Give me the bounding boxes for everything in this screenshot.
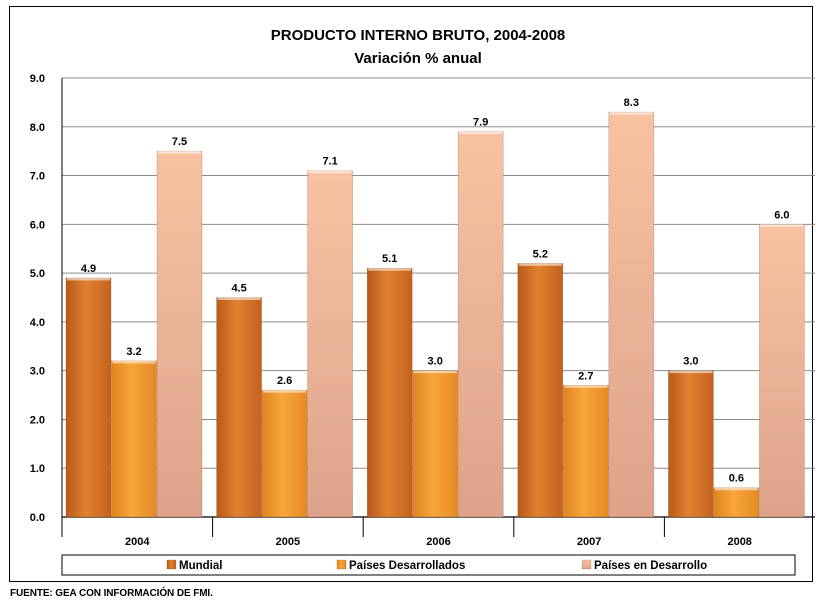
y-tick-label: 3.0 (30, 366, 45, 378)
bar (156, 150, 203, 518)
data-labels: 4.9 3.2 7.5 4.5 2.6 7.1 5.1 3.0 7.9 5.2 2.7 8.3 3.0 0… (81, 97, 790, 485)
data-label: 8.3 (624, 97, 639, 109)
bar (366, 267, 413, 518)
x-axis-categories: 2004 2005 2006 2007 2008 (125, 536, 752, 548)
legend-swatch (166, 559, 177, 570)
bar (412, 370, 459, 518)
bar-highlight (158, 151, 201, 154)
bar (65, 277, 112, 518)
source-note: FUENTE: GEA CON INFORMACIÓN DE FMI. (10, 588, 213, 599)
bar (261, 389, 308, 518)
data-label: 4.5 (231, 283, 246, 295)
data-label: 5.2 (533, 248, 548, 260)
bar-highlight (263, 390, 307, 393)
x-category-label: 2006 (426, 536, 450, 548)
y-tick-label: 2.0 (30, 414, 45, 426)
bar-highlight (669, 370, 713, 374)
legend-swatch (581, 559, 592, 570)
legend-swatch (336, 559, 347, 570)
bar (307, 170, 353, 518)
data-label: 2.7 (578, 370, 593, 382)
data-label: 3.0 (428, 356, 443, 368)
bar (216, 297, 262, 518)
data-label: 0.6 (729, 473, 744, 485)
bar-highlight (308, 170, 352, 174)
bar-highlight (368, 268, 412, 271)
y-tick-label: 0.0 (30, 512, 45, 524)
data-label: 3.0 (683, 356, 698, 368)
y-tick-label: 5.0 (30, 268, 45, 280)
x-category-label: 2005 (276, 536, 300, 548)
x-category-label: 2007 (577, 536, 601, 548)
data-label: 7.5 (172, 136, 187, 148)
data-label: 3.2 (126, 346, 141, 358)
data-label: 4.9 (81, 263, 96, 275)
bar (713, 487, 760, 518)
legend-label: Países Desarrollados (349, 560, 465, 572)
bar-highlight (518, 263, 562, 266)
x-category-label: 2004 (125, 536, 150, 548)
y-tick-label: 7.0 (30, 171, 45, 183)
legend-box (61, 554, 796, 576)
bar-highlight (67, 277, 110, 281)
data-label: 7.9 (473, 117, 488, 129)
bar-highlight (217, 297, 261, 300)
y-tick-label: 4.0 (30, 317, 45, 329)
bar-highlight (760, 224, 804, 227)
bar-highlight (609, 112, 653, 115)
bar-highlight (112, 360, 156, 364)
bars (65, 111, 805, 518)
y-tick-label: 1.0 (30, 463, 45, 475)
legend: Mundial Países Desarrollados Países en Des… (166, 559, 707, 572)
x-category-label: 2008 (727, 536, 751, 548)
data-label: 7.1 (322, 156, 337, 168)
data-label: 6.0 (774, 209, 789, 221)
data-label: 5.1 (382, 253, 397, 265)
bar (457, 131, 504, 518)
bar (111, 360, 157, 518)
bar (517, 263, 564, 518)
legend-label: Países en Desarrollo (594, 560, 707, 572)
y-axis-ticks: 0.0 1.0 2.0 3.0 4.0 5.0 6.0 7.0 8.0 9.0 (30, 73, 45, 524)
bar-highlight (714, 487, 758, 491)
bar-highlight (413, 370, 457, 374)
y-tick-label: 8.0 (30, 122, 45, 134)
bar (759, 224, 805, 518)
chart-subtitle: Variación % anual (354, 50, 482, 67)
y-tick-label: 9.0 (30, 73, 45, 85)
bar-highlight (459, 131, 503, 135)
bar-highlight (564, 385, 608, 388)
bar (562, 384, 609, 518)
legend-label: Mundial (179, 560, 222, 572)
bar (668, 370, 714, 518)
chart-title: PRODUCTO INTERNO BRUTO, 2004-2008 (271, 27, 566, 44)
y-tick-label: 6.0 (30, 219, 45, 231)
data-label: 2.6 (277, 375, 292, 387)
bar (608, 111, 655, 518)
